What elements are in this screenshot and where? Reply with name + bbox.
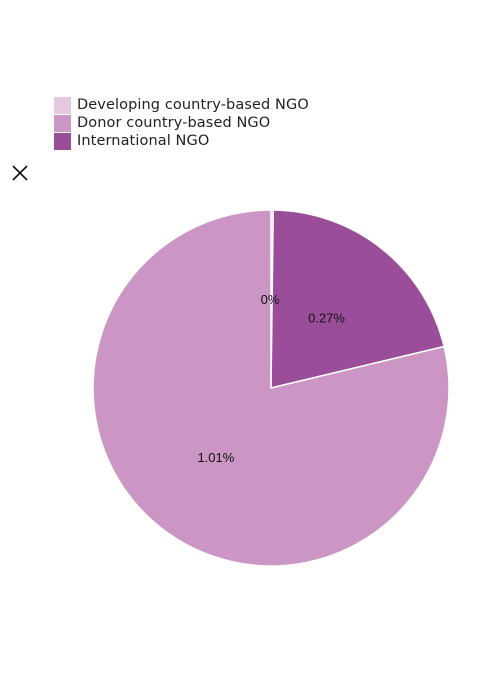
legend-swatch bbox=[54, 114, 71, 132]
legend-swatch bbox=[54, 96, 71, 114]
pie-slice[interactable] bbox=[92, 209, 450, 567]
slice-data-label: 0% bbox=[261, 292, 280, 307]
legend: Developing country-based NGO Donor countr… bbox=[54, 96, 309, 150]
pie-slice-labels: 0% 0.27% 1.01% bbox=[197, 292, 345, 465]
legend-item[interactable]: International NGO bbox=[54, 132, 309, 150]
pie-slice[interactable] bbox=[270, 209, 445, 389]
slice-data-label: 1.01% bbox=[197, 450, 234, 465]
legend-label: Donor country-based NGO bbox=[77, 115, 271, 131]
slice-data-label: 0.27% bbox=[308, 310, 345, 325]
legend-swatch bbox=[54, 132, 71, 150]
legend-item[interactable]: Donor country-based NGO bbox=[54, 114, 309, 132]
legend-label: Developing country-based NGO bbox=[77, 97, 309, 113]
legend-label: International NGO bbox=[77, 133, 210, 149]
legend-item[interactable]: Developing country-based NGO bbox=[54, 96, 309, 114]
pie-slices bbox=[92, 209, 450, 567]
close-icon[interactable] bbox=[10, 163, 30, 183]
